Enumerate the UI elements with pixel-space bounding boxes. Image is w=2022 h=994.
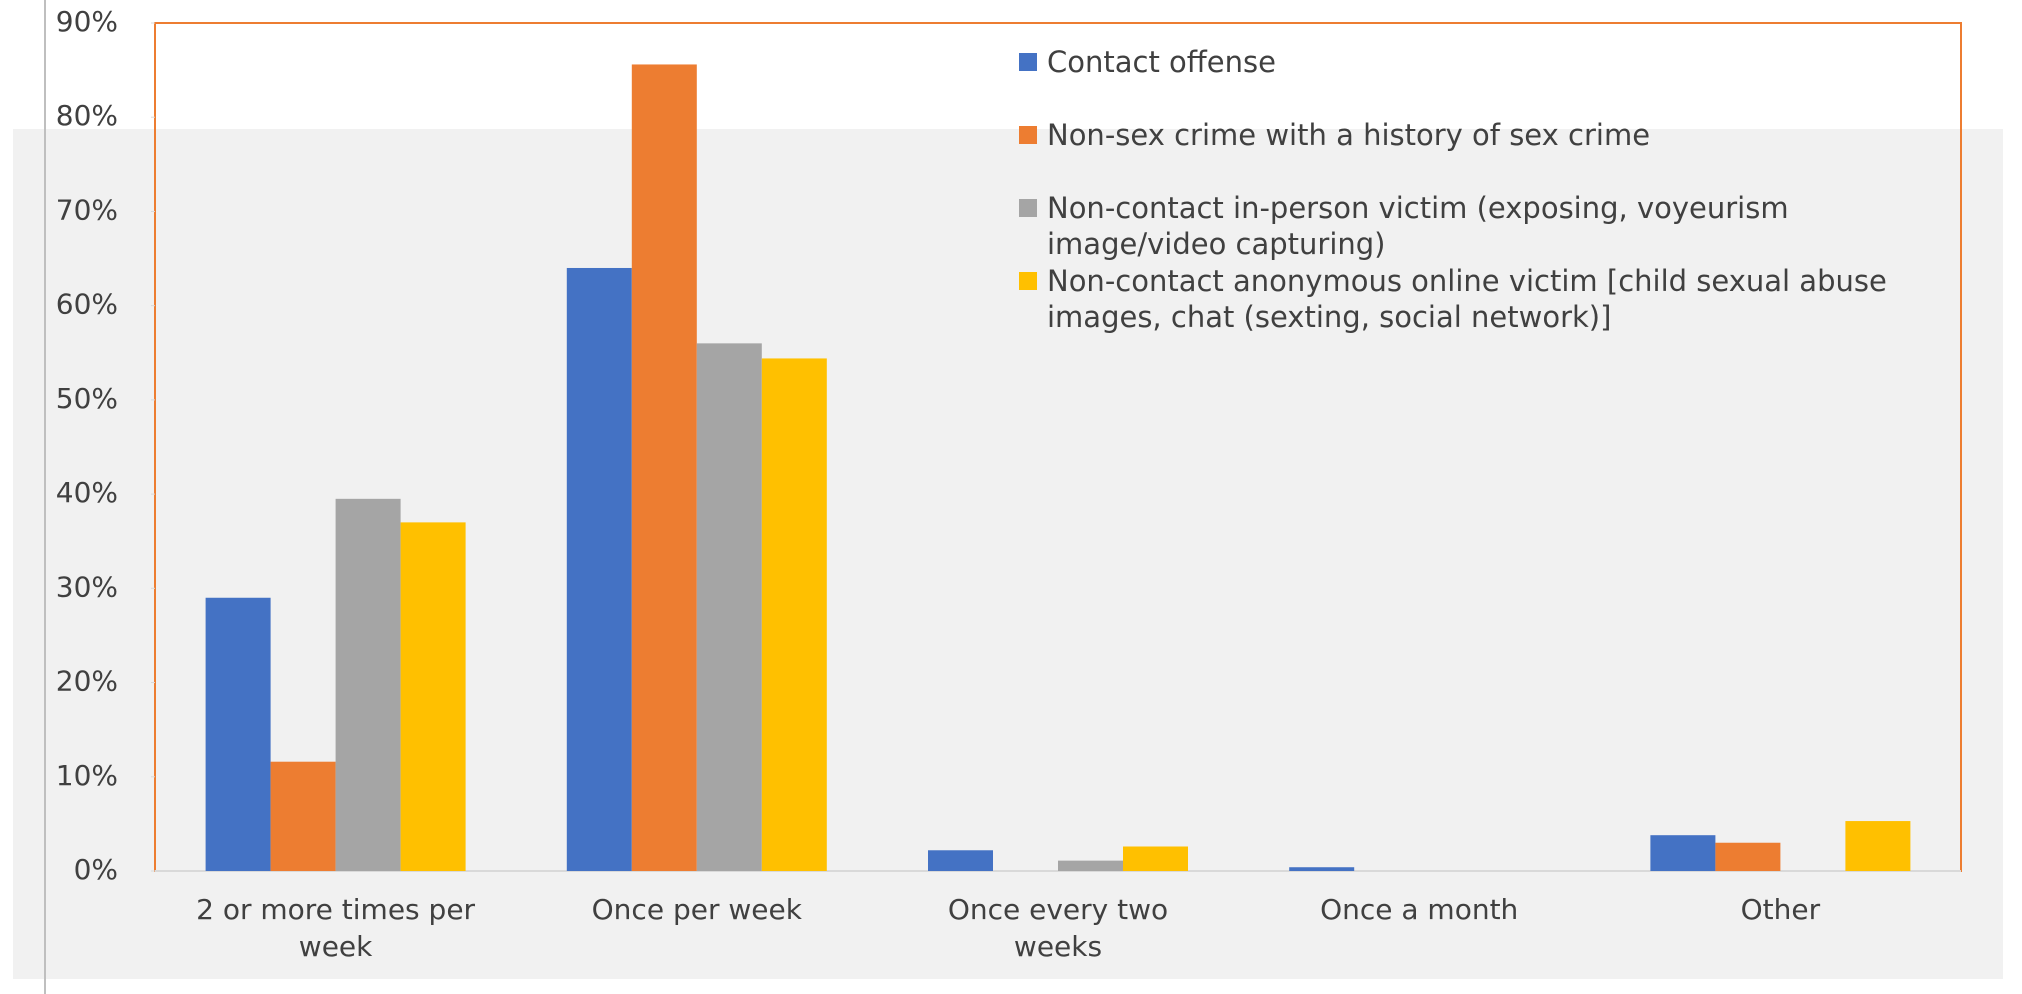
bar <box>696 343 762 871</box>
bar <box>400 522 466 871</box>
x-tick-label: Once per week <box>591 893 802 926</box>
x-tick-label: 2 or more times per week <box>196 893 476 963</box>
y-tick-label: 10% <box>56 759 118 792</box>
bar <box>270 761 336 871</box>
legend-item: Non-contact in-person victim (exposing, … <box>1019 190 1909 262</box>
y-tick-label: 0% <box>74 853 118 886</box>
legend-swatch <box>1019 126 1037 144</box>
bar <box>928 850 993 871</box>
legend-label: Contact offense <box>1047 45 1276 79</box>
bar <box>566 267 632 871</box>
x-tick-label: Once every two weeks <box>947 893 1169 963</box>
legend-swatch <box>1019 272 1037 290</box>
bar <box>1123 846 1188 871</box>
legend-item: Non-contact anonymous online victim [chi… <box>1019 263 1909 335</box>
legend-label: Non-contact anonymous online victim [chi… <box>1047 264 1887 334</box>
bar <box>335 498 401 871</box>
y-tick-label: 60% <box>56 288 118 321</box>
x-tick-label: Other <box>1740 893 1821 926</box>
bar <box>1058 860 1123 871</box>
bar <box>761 358 827 871</box>
y-tick-label: 30% <box>56 570 118 603</box>
bar <box>205 597 271 871</box>
bar <box>1715 842 1781 871</box>
bar <box>1845 821 1911 871</box>
legend-swatch <box>1019 53 1037 71</box>
legend-item: Contact offense <box>1019 44 1909 80</box>
y-tick-label: 70% <box>56 193 118 226</box>
legend-item: Non-sex crime with a history of sex crim… <box>1019 117 1909 153</box>
y-tick-label: 90% <box>56 5 118 38</box>
bar <box>631 64 697 872</box>
legend-swatch <box>1019 199 1037 217</box>
legend-label: Non-contact in-person victim (exposing, … <box>1047 191 1789 261</box>
y-tick-label: 50% <box>56 382 118 415</box>
x-tick-label: Once a month <box>1320 893 1519 926</box>
y-tick-label: 40% <box>56 476 118 509</box>
y-tick-label: 80% <box>56 99 118 132</box>
y-tick-label: 20% <box>56 665 118 698</box>
bar <box>1650 835 1716 871</box>
bar <box>1289 867 1355 871</box>
legend-label: Non-sex crime with a history of sex crim… <box>1047 118 1651 152</box>
